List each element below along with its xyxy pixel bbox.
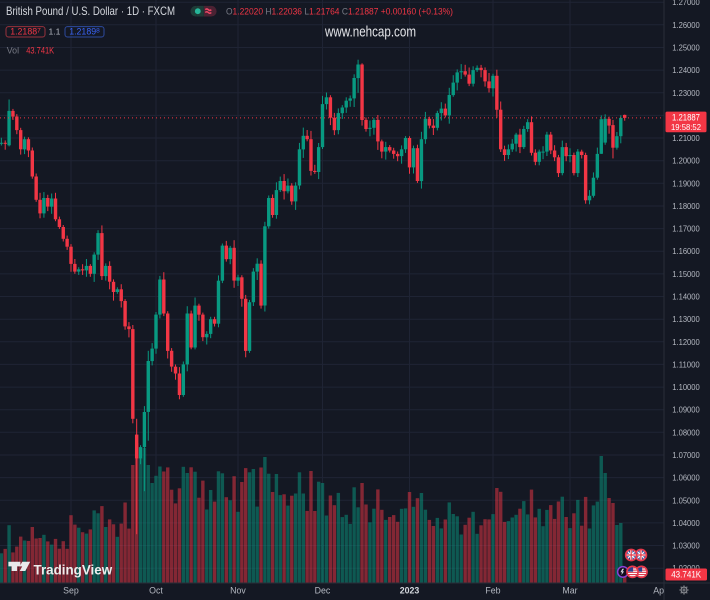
svg-text:1.03000: 1.03000 xyxy=(672,541,700,551)
svg-text:1.18000: 1.18000 xyxy=(672,201,700,211)
svg-text:1.21887: 1.21887 xyxy=(672,112,700,122)
svg-text:1.15000: 1.15000 xyxy=(672,269,700,279)
svg-text:1.13000: 1.13000 xyxy=(672,314,700,324)
svg-text:1.24000: 1.24000 xyxy=(672,65,700,75)
svg-text:1.27000: 1.27000 xyxy=(672,0,700,7)
svg-text:1.06000: 1.06000 xyxy=(672,473,700,483)
svg-text:1.12000: 1.12000 xyxy=(672,337,700,347)
svg-text:1.05000: 1.05000 xyxy=(672,495,700,505)
svg-text:Oct: Oct xyxy=(149,586,163,596)
svg-text:1.25000: 1.25000 xyxy=(672,43,700,53)
svg-text:O1.22020 H1.22036 L1.21764 C1.: O1.22020 H1.22036 L1.21764 C1.21887 +0.0… xyxy=(226,6,453,16)
svg-text:1.07000: 1.07000 xyxy=(672,450,700,460)
svg-text:43.741K: 43.741K xyxy=(671,570,701,580)
svg-text:1.23000: 1.23000 xyxy=(672,88,700,98)
svg-text:1.21887: 1.21887 xyxy=(10,27,41,37)
svg-text:1.26000: 1.26000 xyxy=(672,20,700,30)
svg-text:TradingView: TradingView xyxy=(34,563,113,578)
svg-text:Ap: Ap xyxy=(653,586,664,596)
svg-text:1.16000: 1.16000 xyxy=(672,246,700,256)
svg-text:1.21000: 1.21000 xyxy=(672,133,700,143)
svg-text:1.02000: 1.02000 xyxy=(672,563,700,573)
svg-text:Sep: Sep xyxy=(63,586,79,596)
svg-text:43.741K: 43.741K xyxy=(26,45,54,55)
svg-text:British Pound / U.S. Dollar ·: British Pound / U.S. Dollar · 1D · FXCM xyxy=(6,5,175,18)
svg-text:2023: 2023 xyxy=(400,586,420,596)
svg-text:1.08000: 1.08000 xyxy=(672,427,700,437)
svg-text:1.09000: 1.09000 xyxy=(672,405,700,415)
svg-text:19:58:52: 19:58:52 xyxy=(671,122,701,132)
svg-text:1.10000: 1.10000 xyxy=(672,382,700,392)
svg-text:Nov: Nov xyxy=(230,586,246,596)
svg-text:Dec: Dec xyxy=(315,586,331,596)
svg-text:www.nehcap.com: www.nehcap.com xyxy=(324,25,416,41)
svg-text:Feb: Feb xyxy=(485,586,500,596)
svg-text:1.17000: 1.17000 xyxy=(672,224,700,234)
svg-text:Vol: Vol xyxy=(7,45,19,55)
svg-text:1.1: 1.1 xyxy=(49,27,61,37)
svg-text:1.20000: 1.20000 xyxy=(672,156,700,166)
svg-text:1.19000: 1.19000 xyxy=(672,178,700,188)
svg-text:1.21898: 1.21898 xyxy=(69,27,100,37)
svg-text:Mar: Mar xyxy=(562,586,577,596)
svg-text:1.14000: 1.14000 xyxy=(672,292,700,302)
svg-text:1.04000: 1.04000 xyxy=(672,518,700,528)
svg-text:1.11000: 1.11000 xyxy=(672,359,700,369)
